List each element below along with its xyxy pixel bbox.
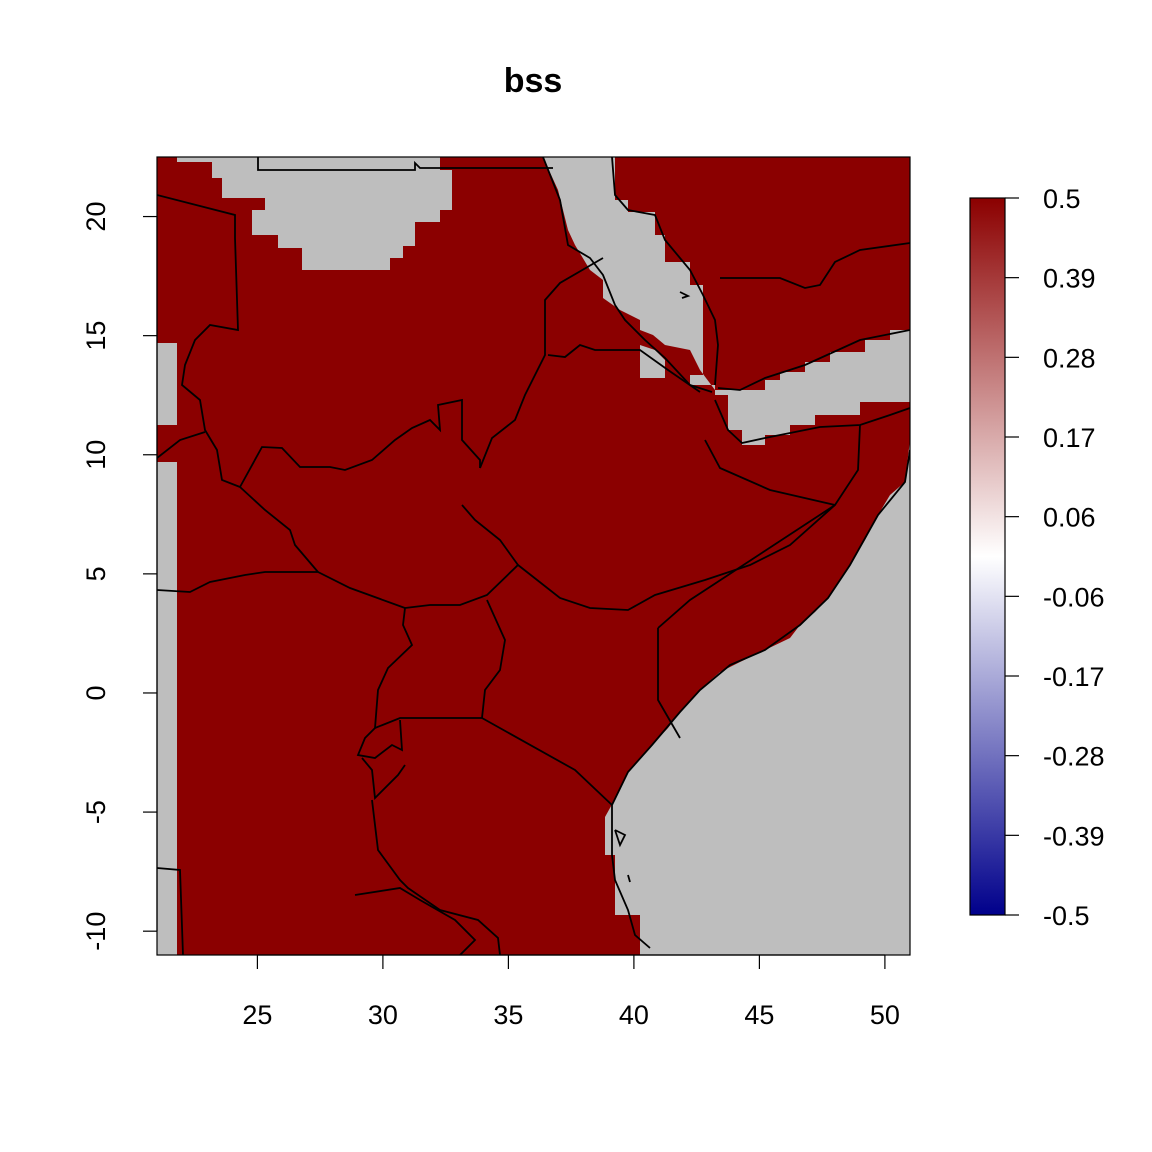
- y-tick-label: -5: [81, 800, 111, 824]
- border-red-sea-coast-west: [542, 157, 713, 393]
- legend-tick-label: -0.28: [1043, 742, 1105, 772]
- plot-title: bss: [504, 62, 563, 100]
- nodata-west-strip-1: [157, 343, 177, 425]
- border-gulf-aden-north: [717, 329, 910, 391]
- border-car-ssudan: [239, 486, 319, 573]
- legend-tick-label: -0.5: [1043, 901, 1090, 931]
- island-zanzibar: [614, 829, 627, 848]
- x-tick-label: 25: [242, 1000, 272, 1030]
- x-tick-label: 35: [493, 1000, 523, 1030]
- border-burundi: [361, 757, 406, 800]
- border-zambia: [354, 887, 477, 955]
- border-uganda: [373, 599, 506, 730]
- border-chad-car: [157, 431, 206, 459]
- island-dahlak: [679, 291, 691, 299]
- border-somaliland: [704, 439, 836, 506]
- country-borders: [157, 157, 910, 955]
- legend-colorbar: [969, 197, 1006, 916]
- legend-tick-label: -0.39: [1043, 821, 1105, 851]
- y-tick-label: 10: [81, 440, 111, 470]
- legend-tick-label: 0.5: [1043, 184, 1081, 214]
- border-drc-tanzania: [371, 799, 501, 955]
- border-kenya-tanzania: [481, 717, 613, 806]
- border-rwanda: [356, 719, 404, 759]
- x-tick-label: 45: [744, 1000, 774, 1030]
- legend-tick-label: 0.39: [1043, 264, 1096, 294]
- map-panel: [157, 157, 910, 955]
- legend-ticks: 0.5 0.39 0.28 0.17 0.06 -0.06 -0.17 -0.28 -0.39 -…: [1005, 184, 1105, 931]
- border-kenya-somalia-south: [657, 628, 681, 739]
- y-tick-label: 20: [81, 202, 111, 232]
- border-sudan-ssudan: [239, 398, 481, 488]
- border-ethiopia-kenya: [404, 504, 836, 611]
- border-yemen-saudi: [720, 242, 910, 289]
- legend-tick-label: 0.17: [1043, 423, 1096, 453]
- nodata-region-libya-desert: [177, 157, 452, 270]
- island-mafia: [627, 874, 631, 883]
- border-chad-sudan: [157, 194, 241, 488]
- color-legend: 0.5 0.39 0.28 0.17 0.06 -0.06 -0.17 -0.28 -0.39 -…: [969, 184, 1105, 931]
- legend-tick-label: -0.06: [1043, 582, 1105, 612]
- x-axis: 25 30 35 40 45 50: [242, 954, 900, 1030]
- x-tick-label: 30: [368, 1000, 398, 1030]
- y-tick-label: 5: [81, 566, 111, 581]
- nodata-west-strip-2: [157, 462, 177, 955]
- coast-somalia-east: [611, 449, 910, 949]
- y-tick-label: -10: [81, 912, 111, 951]
- border-drc-angola: [157, 867, 184, 955]
- legend-tick-label: -0.17: [1043, 662, 1105, 692]
- nodata-areas: [157, 157, 910, 955]
- border-gulf-aden-south: [714, 399, 910, 444]
- x-tick-label: 50: [870, 1000, 900, 1030]
- legend-tick-label: 0.06: [1043, 503, 1096, 533]
- nodata-region-indian-ocean: [605, 440, 910, 955]
- border-drc-car: [157, 571, 406, 609]
- border-libya-egypt: [257, 157, 553, 171]
- x-tick-label: 40: [619, 1000, 649, 1030]
- border-eritrea: [547, 343, 701, 393]
- y-axis: -10 -5 0 5 10 15 20: [81, 202, 158, 951]
- border-red-sea-coast-east: [611, 157, 719, 386]
- border-ssudan-kenya: [461, 504, 519, 566]
- nodata-region-red-sea: [543, 157, 910, 445]
- y-tick-label: 0: [81, 685, 111, 700]
- legend-tick-label: 0.28: [1043, 343, 1096, 373]
- y-tick-label: 15: [81, 321, 111, 351]
- border-ssudan-ethiopia: [479, 257, 604, 469]
